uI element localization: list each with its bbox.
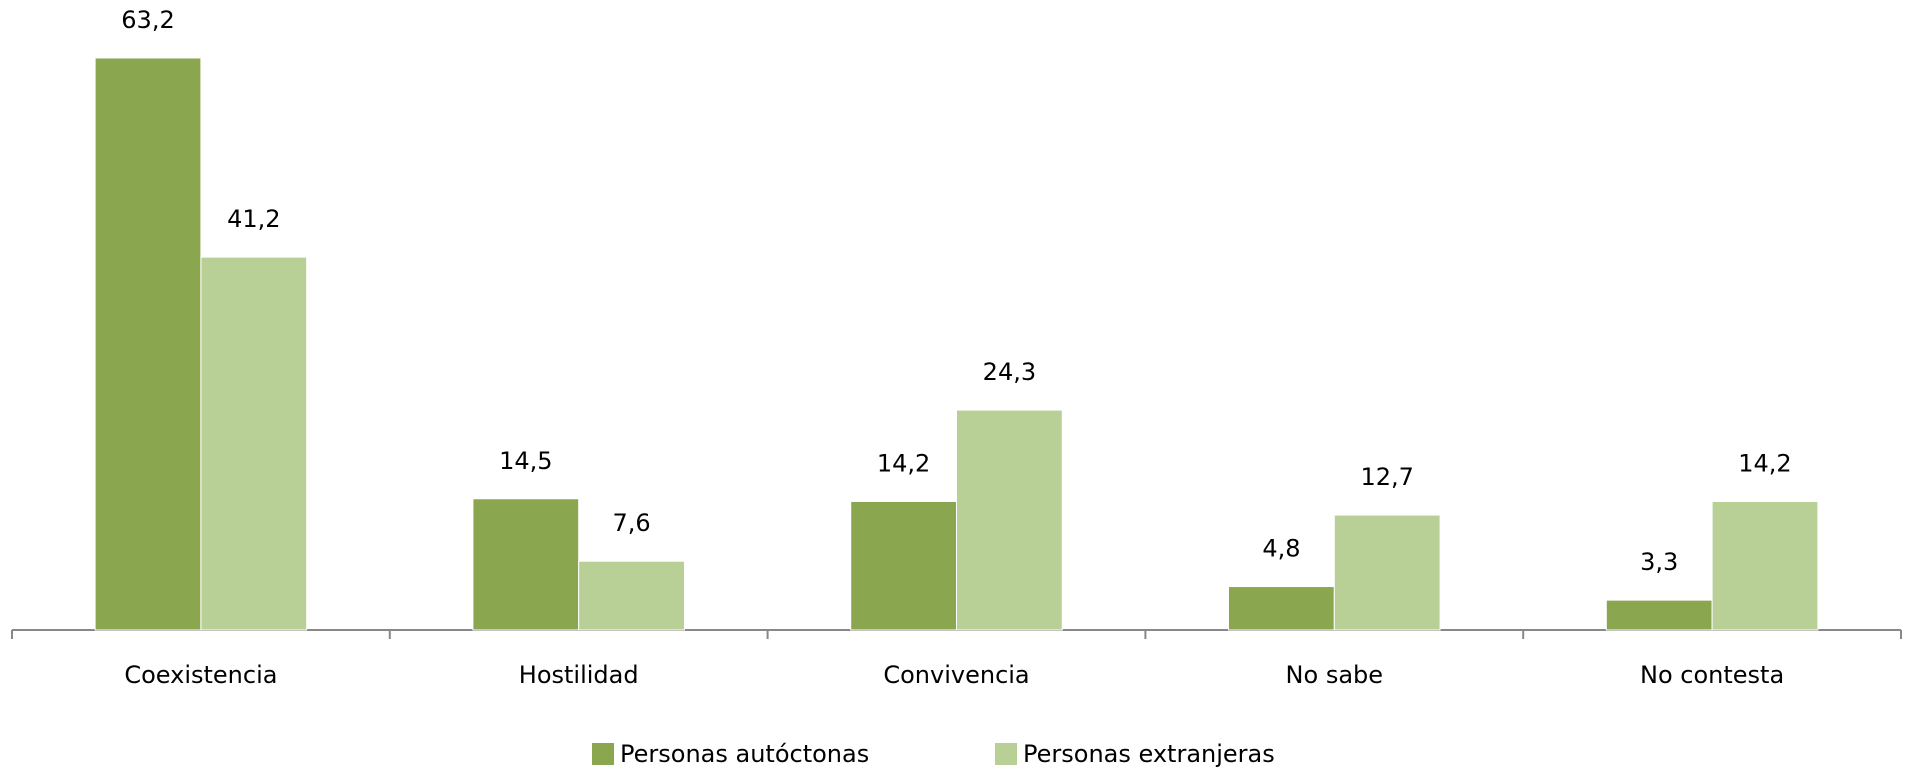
bar [578, 560, 685, 631]
bar [956, 409, 1063, 631]
bar [1333, 514, 1441, 631]
bar [1711, 500, 1819, 631]
bar [1605, 599, 1713, 631]
x-tick-label: No contesta [1640, 661, 1784, 689]
value-label: 4,8 [1262, 535, 1300, 563]
value-label: 14,2 [877, 449, 930, 477]
legend-swatch [592, 743, 614, 765]
bar [850, 500, 957, 631]
x-tick-label: Hostilidad [519, 661, 639, 689]
value-label: 24,3 [983, 358, 1036, 386]
value-label: 7,6 [613, 509, 651, 537]
bar [200, 256, 308, 631]
value-label: 63,2 [121, 6, 174, 34]
value-label: 14,2 [1738, 449, 1791, 477]
legend-swatch [995, 743, 1017, 765]
legend-label: Personas extranjeras [1023, 740, 1275, 768]
value-label: 14,5 [499, 447, 552, 475]
value-label: 12,7 [1360, 463, 1413, 491]
value-label: 3,3 [1640, 548, 1678, 576]
x-tick-label: No sabe [1286, 661, 1383, 689]
value-label: 41,2 [227, 205, 280, 233]
legend-label: Personas autóctonas [620, 740, 869, 768]
bar [1228, 586, 1335, 631]
bar [94, 57, 202, 631]
bar [472, 498, 580, 631]
x-tick-label: Convivencia [883, 661, 1029, 689]
x-tick-label: Coexistencia [124, 661, 277, 689]
